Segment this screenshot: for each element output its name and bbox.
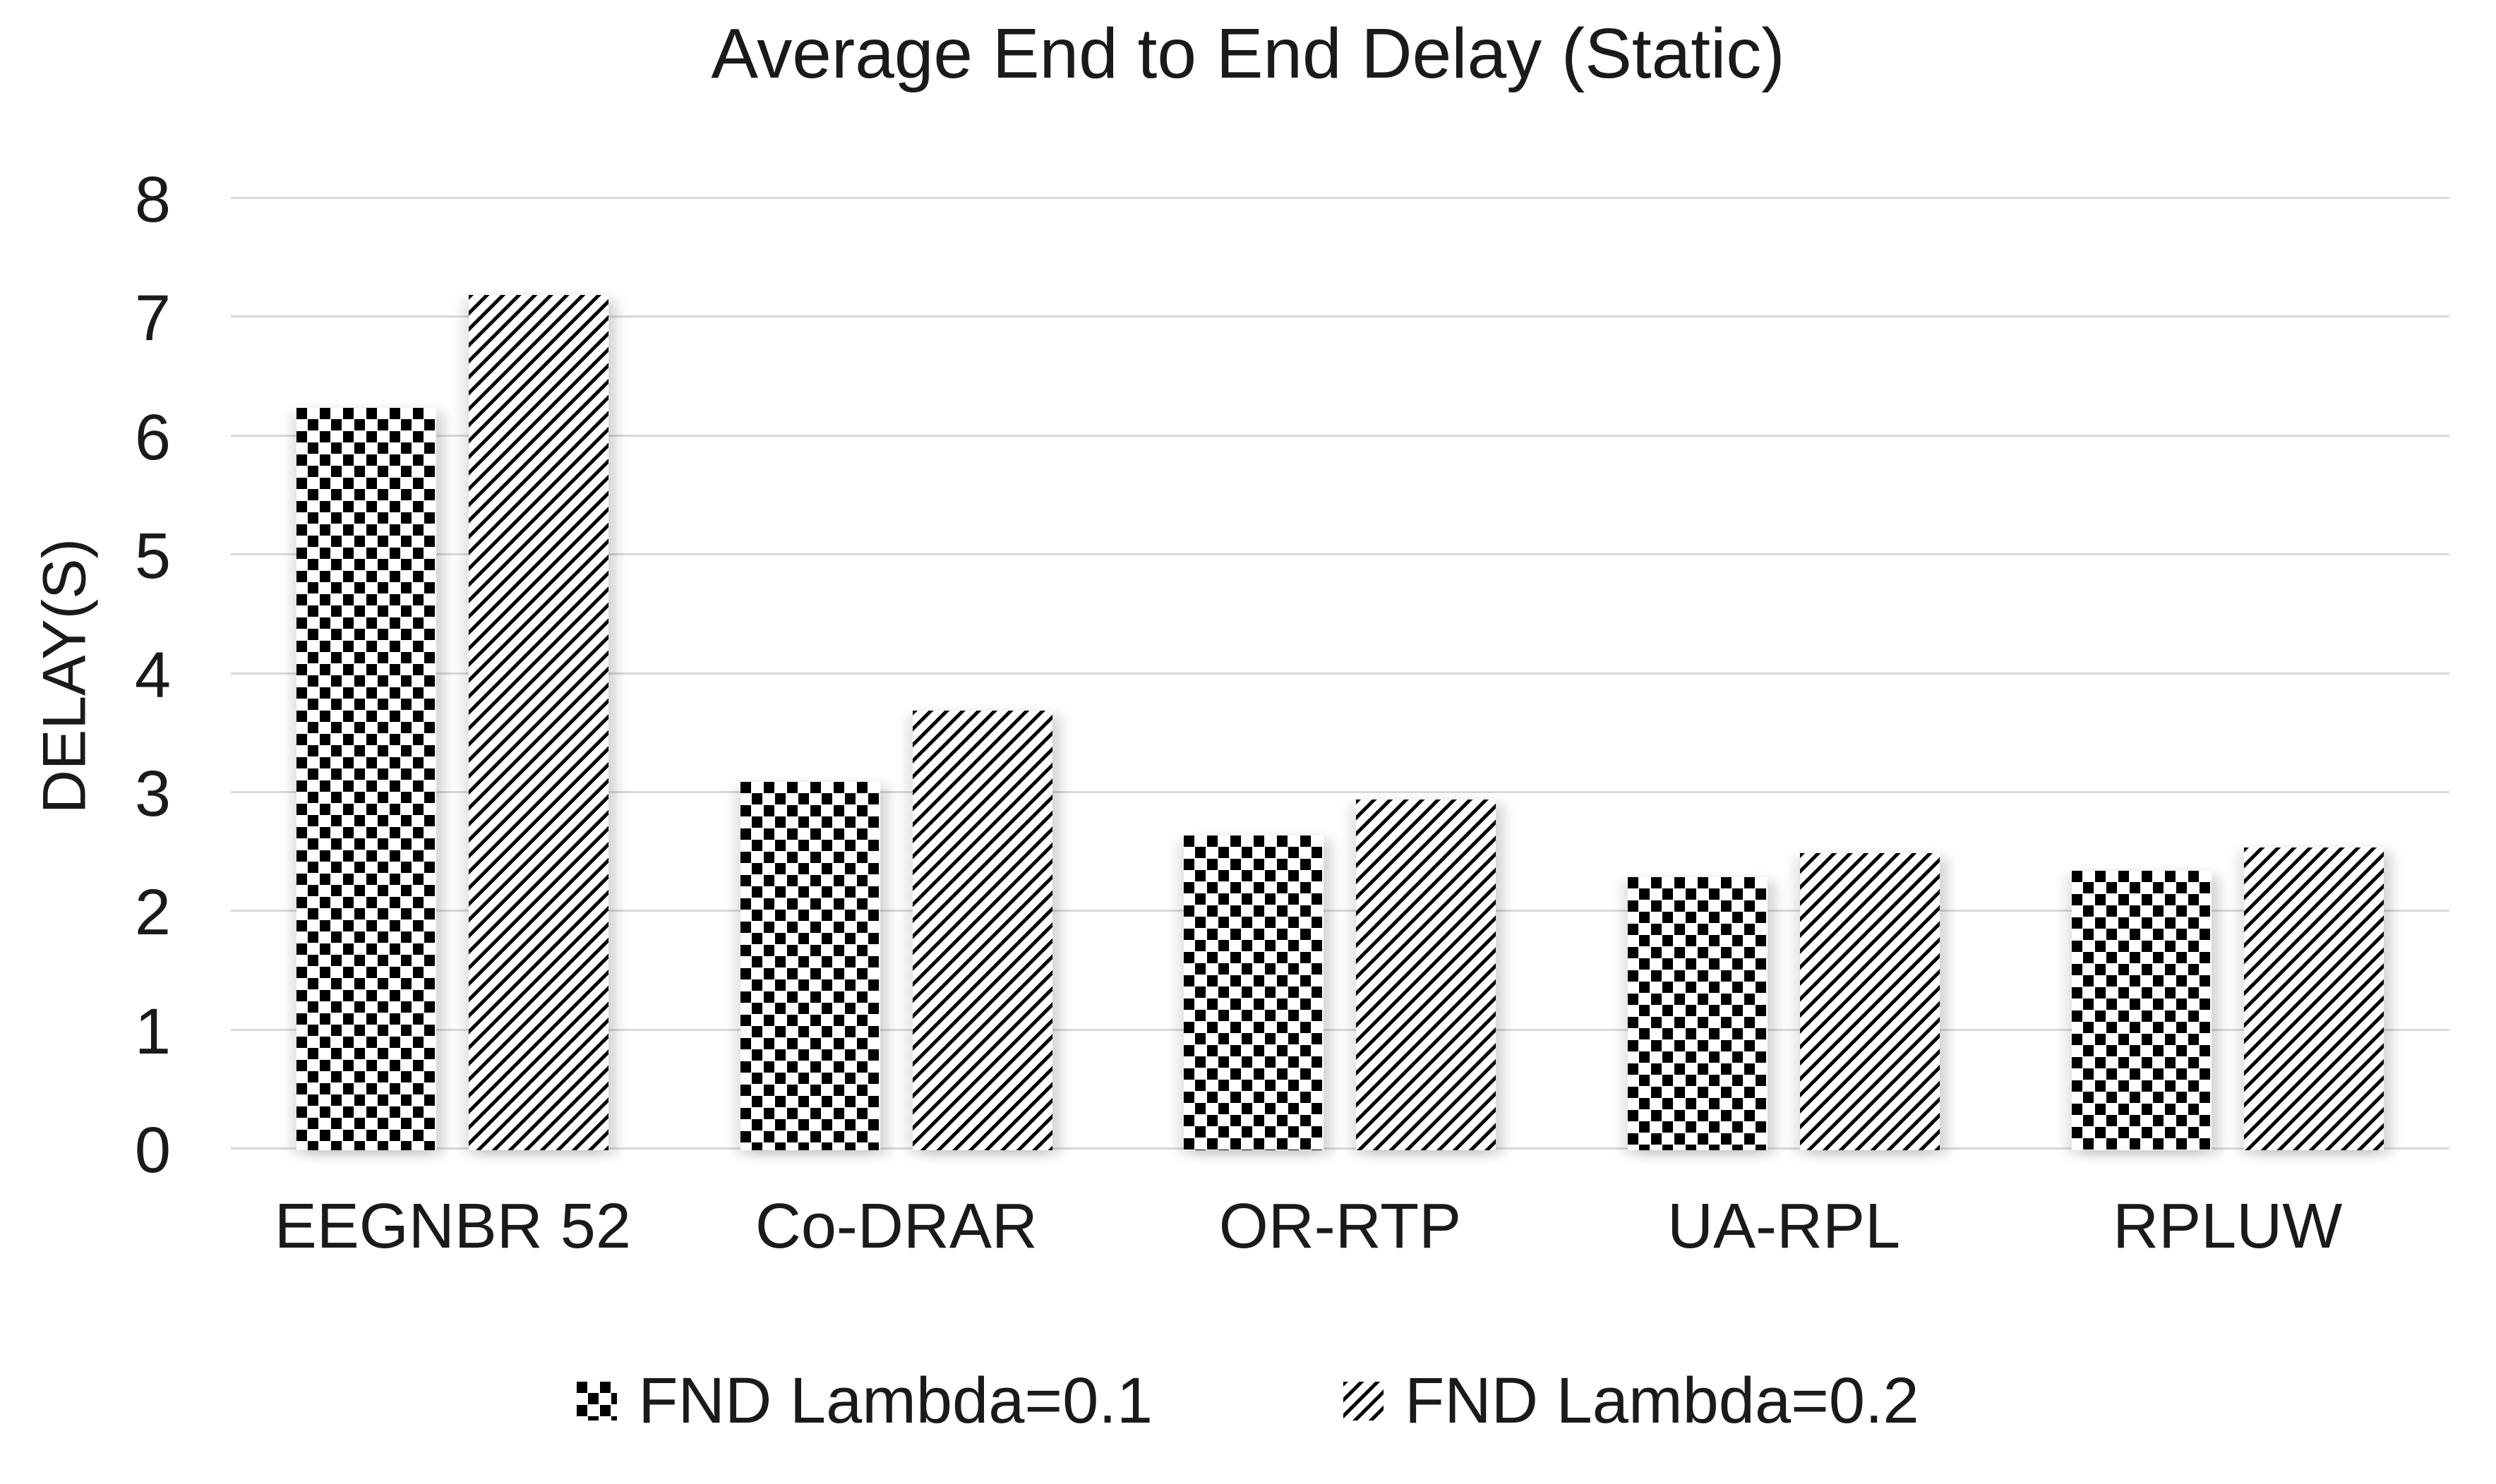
chart-title: Average End to End Delay (Static)	[711, 14, 1785, 93]
legend-label: FND Lambda=0.2	[1405, 1365, 1919, 1437]
legend: FND Lambda=0.1 FND Lambda=0.2	[0, 1351, 2496, 1450]
bar-groups	[231, 200, 2449, 1150]
gridline	[231, 790, 2449, 793]
gridline	[231, 315, 2449, 318]
y-tick-label: 4	[134, 639, 171, 711]
plot-area: 0 1 2 3 4 5 6 7 8	[135, 167, 2449, 1183]
bar-group	[675, 200, 1119, 1150]
bar	[469, 295, 609, 1150]
x-axis-label: UA-RPL	[1667, 1191, 1901, 1262]
x-axis-label: OR-RTP	[1218, 1191, 1462, 1262]
y-tick-label: 8	[134, 164, 171, 236]
bar	[296, 408, 437, 1150]
bar-group	[2005, 200, 2449, 1150]
diagonal-stripes-swatch-icon	[1343, 1381, 1384, 1420]
bar-group	[1118, 200, 1562, 1150]
bar-group	[231, 200, 675, 1150]
bar	[912, 711, 1052, 1150]
bar	[1184, 835, 1324, 1150]
gridline	[231, 672, 2449, 675]
gridline	[231, 553, 2449, 556]
legend-label: FND Lambda=0.1	[638, 1365, 1153, 1437]
checker-pattern-swatch-icon	[577, 1381, 618, 1420]
bar	[1800, 853, 1940, 1150]
bar	[740, 782, 880, 1150]
legend-item: FND Lambda=0.2	[1343, 1351, 1919, 1450]
gridline	[231, 1147, 2449, 1150]
bar-group	[1562, 200, 2006, 1150]
gridline	[231, 1028, 2449, 1031]
bar	[2071, 871, 2212, 1150]
y-tick-label: 0	[134, 1114, 171, 1186]
y-tick-label: 3	[134, 757, 171, 830]
x-axis-label: Co-DRAR	[755, 1191, 1038, 1262]
x-axis-label: RPLUW	[2113, 1191, 2343, 1262]
y-tick-label: 5	[134, 520, 171, 593]
y-tick-label: 2	[134, 876, 171, 949]
x-axis-labels: EEGNBR 52 Co-DRAR OR-RTP UA-RPL RPLUW	[231, 1184, 2449, 1269]
bar	[2243, 847, 2384, 1150]
gridline	[231, 910, 2449, 912]
bar	[1356, 800, 1496, 1150]
gridline	[231, 197, 2449, 199]
x-axis-label: EEGNBR 52	[274, 1191, 631, 1262]
y-tick-label: 6	[134, 401, 171, 473]
legend-item: FND Lambda=0.1	[577, 1351, 1153, 1450]
y-tick-label: 7	[134, 282, 171, 355]
bar	[1628, 877, 1768, 1150]
y-tick-label: 1	[134, 995, 171, 1068]
gridline	[231, 434, 2449, 437]
